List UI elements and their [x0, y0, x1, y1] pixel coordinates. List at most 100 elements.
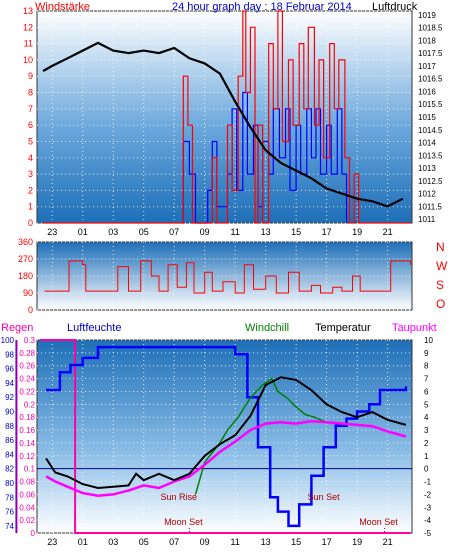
temperature-axis-tick-label: -4 [424, 516, 432, 525]
time-tick-label: 03 [108, 227, 118, 237]
humidity-axis-tick-label: 88 [5, 422, 14, 431]
humidity-axis-tick-label: 76 [5, 508, 14, 517]
humidity-axis-tick-label: 90 [5, 407, 14, 416]
rain-axis-tick-label: 0.1 [24, 465, 36, 474]
wind-axis-tick-label: 11 [24, 39, 33, 49]
humidity-axis-tick-label: 78 [5, 493, 14, 502]
panel-wind-pressure [36, 10, 413, 224]
direction-axis-tick-label: 360 [18, 237, 33, 247]
pressure-axis-tick-label: 1012 [418, 190, 436, 199]
temperature-axis-tick-label: -5 [424, 529, 432, 538]
time-tick-label: 07 [169, 227, 179, 237]
wind-axis-tick-label: 6 [28, 120, 33, 130]
rain-axis-tick-label: 0.28 [19, 349, 35, 358]
wind-axis-tick-label: 9 [28, 71, 33, 81]
rain-axis-tick-label: 0.16 [19, 426, 35, 435]
wind-axis-tick-label: 3 [28, 169, 33, 179]
pressure-axis-tick-label: 1017.5 [418, 49, 443, 58]
wind-axis-tick-label: 1 [28, 202, 33, 212]
humidity-axis-tick-label: 100 [1, 336, 15, 345]
rain-axis-tick-label: 0.12 [19, 452, 35, 461]
time-tick-label: 23 [47, 537, 57, 547]
time-tick-label: 07 [169, 537, 179, 547]
legend-windchill: Windchill [245, 322, 289, 334]
humidity-axis-tick-label: 82 [5, 465, 14, 474]
rain-axis-tick-label: 0.22 [19, 387, 35, 396]
pressure-axis-tick-label: 1016.5 [418, 75, 443, 84]
rain-axis-tick-label: 0.3 [24, 336, 36, 345]
humidity-axis-tick-label: 80 [5, 479, 14, 488]
time-tick-label: 11 [230, 537, 239, 547]
header-left-title: Windstärke [35, 1, 90, 13]
direction-axis-tick-label: 180 [18, 271, 33, 281]
series-dewpoint-line [45, 419, 407, 497]
temperature-axis-tick-label: 1 [424, 452, 429, 461]
time-tick-label: 17 [322, 227, 332, 237]
wind-axis-tick-label: 2 [28, 185, 33, 195]
rain-axis-tick-label: 0.18 [19, 413, 35, 422]
legend-humidity: Luftfeuchte [67, 322, 121, 334]
legend-temperature: Temperatur [315, 322, 371, 334]
series-windchill-line [194, 377, 333, 495]
series-pressure-line [42, 41, 404, 208]
wind-axis-tick-label: 10 [23, 55, 33, 65]
pressure-axis-tick-label: 1018 [418, 36, 436, 45]
humidity-axis-tick-label: 94 [5, 379, 14, 388]
wind-axis-tick-label: 12 [23, 22, 33, 32]
time-tick-label: 01 [78, 227, 88, 237]
rain-axis-tick-label: 0.14 [19, 439, 35, 448]
pressure-axis-tick-label: 1011 [418, 215, 436, 224]
temperature-axis-tick-label: -2 [424, 490, 432, 499]
time-tick-label: 13 [261, 537, 271, 547]
rain-axis-tick-label: 0 [31, 529, 36, 538]
direction-axis-tick-label: 0 [28, 305, 33, 315]
compass-label-w: W [436, 259, 448, 273]
direction-axis-tick-label: 90 [23, 288, 33, 298]
temperature-axis-tick-label: 9 [424, 349, 429, 358]
rain-axis-tick-label: 0.06 [19, 490, 35, 499]
pressure-axis-tick-label: 1011.5 [418, 202, 442, 211]
pressure-axis-tick-label: 1018.5 [418, 24, 443, 33]
temperature-axis-tick-label: 0 [424, 465, 429, 474]
time-tick-label: 03 [108, 537, 118, 547]
pressure-axis-tick-label: 1016 [418, 87, 436, 96]
pressure-axis-tick-label: 1015.5 [418, 100, 443, 109]
astronomy-annotation: Moon Set [359, 517, 398, 527]
time-tick-label: 23 [47, 227, 57, 237]
series-wind-direction-line [44, 260, 411, 294]
time-tick-label: 19 [352, 537, 362, 547]
time-tick-label: 13 [261, 227, 271, 237]
time-tick-label: 09 [200, 537, 210, 547]
series-layer [37, 10, 412, 534]
humidity-axis-tick-label: 92 [5, 393, 14, 402]
rain-axis-tick-label: 0.24 [19, 375, 35, 384]
rain-axis-tick-label: 0.04 [19, 503, 35, 512]
temperature-axis-tick-label: 2 [424, 439, 429, 448]
rain-axis-tick-label: 0.02 [19, 516, 35, 525]
legend-rain: Regen [1, 322, 33, 334]
temperature-axis-tick-label: -1 [424, 478, 432, 487]
temperature-axis-tick-label: -3 [424, 503, 432, 512]
rain-axis-tick-label: 0.08 [19, 478, 35, 487]
pressure-axis-tick-label: 1014.5 [418, 126, 443, 135]
series-rain-line [40, 339, 411, 534]
compass-label-n-top: N [436, 240, 445, 254]
direction-axis-tick-label: 270 [18, 254, 33, 264]
time-tick-label: 17 [322, 537, 332, 547]
pressure-axis-tick-label: 1019 [418, 11, 436, 20]
humidity-axis-tick-label: 86 [5, 436, 14, 445]
temperature-axis-tick-label: 7 [424, 375, 429, 384]
series-wind-line [43, 10, 411, 224]
compass-label-o: O [436, 297, 445, 311]
pressure-axis-tick-label: 1015 [418, 113, 436, 122]
wind-axis-tick-label: 5 [28, 136, 33, 146]
temperature-axis-tick-label: 10 [424, 336, 433, 345]
time-tick-label: 11 [230, 227, 239, 237]
wind-axis-tick-label: 4 [28, 153, 33, 163]
pressure-axis-tick-label: 1013 [418, 164, 436, 173]
series-temperature-line [45, 376, 407, 490]
header-right-title: Luftdruck [372, 1, 418, 13]
